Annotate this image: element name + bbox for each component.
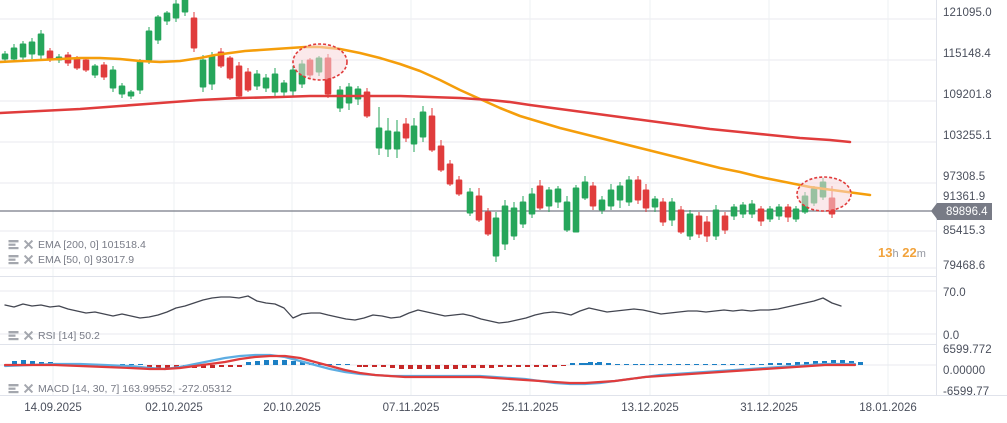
time-axis-label: 18.01.2026 [859, 402, 917, 414]
price-axis-label: 121095.0 [943, 7, 992, 19]
rsi-axis-label: 0.0 [943, 330, 960, 342]
price-gridlines [0, 18, 936, 269]
pane-separator-2 [0, 344, 1007, 345]
macd-plot[interactable] [0, 345, 936, 395]
price-axis-label: 91361.9 [943, 191, 986, 203]
price-axis-label: 97308.5 [943, 171, 986, 183]
macd-axis-label: 0.00000 [943, 365, 986, 377]
rsi-axis-label: 70.0 [943, 287, 966, 299]
ema200-line [0, 94, 852, 144]
candlestick-series [1, 0, 836, 262]
time-axis-label: 25.11.2025 [501, 402, 559, 414]
current-price-value: 89896.4 [946, 205, 988, 218]
price-axis[interactable]: 121095.0 115148.4 109201.8 103255.1 9730… [931, 0, 1007, 398]
price-axis-label: 115148.4 [943, 48, 991, 60]
countdown-minutes: 22 [902, 245, 917, 260]
time-axis-label: 31.12.2025 [740, 402, 798, 414]
price-axis-label: 85415.3 [943, 225, 986, 237]
countdown-minutes-unit: m [916, 248, 926, 260]
time-axis-label: 20.10.2025 [263, 402, 321, 414]
macd-pane[interactable]: MACD [14, 30, 7] 163.99552, -272.05312 [0, 345, 936, 395]
time-axis-label: 13.12.2025 [621, 402, 679, 414]
highlight-ellipse-1 [292, 43, 348, 81]
current-price-tag[interactable]: 89896.4 [931, 203, 992, 220]
time-axis-label: 14.09.2025 [24, 402, 82, 414]
price-vertical-gridlines [52, 0, 889, 276]
macd-axis-label: 6599.772 [943, 344, 992, 356]
macd-line [3, 354, 857, 385]
macd-signal-line [3, 353, 857, 386]
time-axis-label: 07.11.2025 [382, 402, 440, 414]
time-axis-label: 02.10.2025 [145, 402, 203, 414]
rsi-pane[interactable]: RSI [14] 50.2 [0, 277, 936, 344]
pane-separator-1 [0, 276, 1007, 277]
rsi-plot[interactable] [0, 277, 936, 344]
time-axis[interactable]: 14.09.2025 02.10.2025 20.10.2025 07.11.2… [0, 395, 1007, 423]
countdown-hours-unit: h [892, 248, 899, 260]
price-axis-label: 103255.1 [943, 130, 992, 142]
price-axis-label: 79468.6 [943, 260, 986, 272]
ema50-line [0, 45, 872, 197]
rsi-line [4, 295, 842, 324]
rsi-gridlines [52, 277, 889, 344]
price-pane[interactable]: EMA [200, 0] 101518.4 EMA [50, 0] 93017.… [0, 0, 936, 276]
price-plot[interactable] [0, 0, 936, 276]
countdown-hours: 13 [878, 245, 893, 260]
highlight-annotations [292, 43, 852, 212]
highlight-ellipse-2 [796, 176, 852, 212]
bar-countdown-timer: 13h 22m [878, 245, 926, 260]
macd-gridlines [52, 345, 889, 395]
price-axis-label: 109201.8 [943, 89, 992, 101]
